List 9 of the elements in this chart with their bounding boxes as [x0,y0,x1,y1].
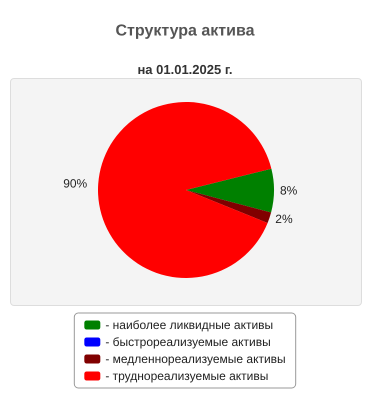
legend-label: - быстрореализуемые активы [105,335,271,349]
chart-title: Структура актива [116,22,255,40]
data-label: 8% [280,184,298,198]
legend-label: - медленнореализуемые активы [105,352,286,366]
legend-label: - наиболее ликвидные активы [105,318,274,332]
data-label: 90% [63,176,88,191]
legend-label: - труднореализуемые активы [105,369,268,383]
chart-subtitle: на 01.01.2025 г. [137,62,233,77]
data-label: 2% [275,212,293,226]
